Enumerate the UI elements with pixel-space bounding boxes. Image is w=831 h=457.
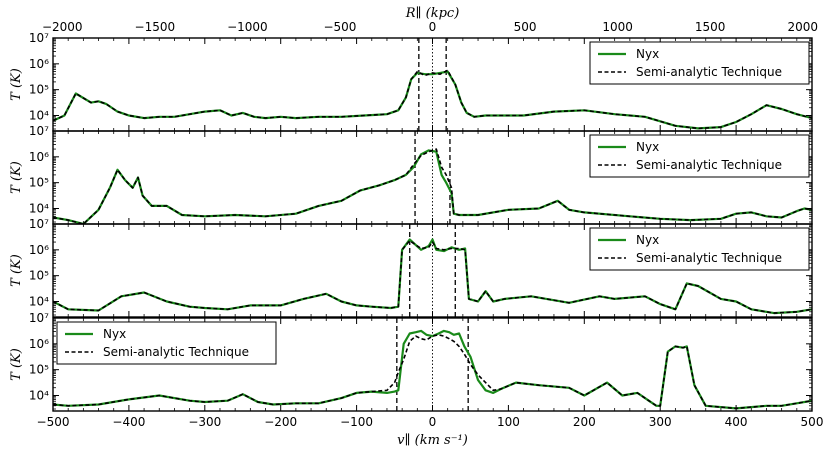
y-tick-label: 10⁴ (29, 295, 49, 309)
y-tick-label: 10⁴ (29, 202, 49, 216)
top-tick-label: 1000 (602, 20, 633, 34)
legend-label-semi: Semi-analytic Technique (103, 345, 249, 359)
x-tick-label: −400 (112, 415, 145, 429)
x-tick-label: 500 (801, 415, 824, 429)
y-tick-label: 10⁴ (29, 109, 49, 123)
x-tick-label: 300 (649, 415, 672, 429)
y-tick-label: 10⁷ (29, 217, 49, 231)
legend: Nyx Semi-analytic Technique (589, 41, 810, 85)
top-tick-label: 2000 (787, 20, 818, 34)
top-axis-label: R∥ (kpc) (405, 6, 460, 21)
panel-1: 10⁴ 10⁵ 10⁶ 10⁷ T (K) Nyx Semi-analytic Techni… (9, 31, 813, 132)
legend-label-nyx: Nyx (103, 327, 126, 341)
series-semi-analytic (53, 69, 812, 130)
top-tick-label: 0 (429, 20, 437, 34)
x-axis-label: v∥ (km s⁻¹) (397, 433, 468, 448)
y-tick-label: 10⁵ (29, 363, 49, 377)
legend-label-nyx: Nyx (636, 233, 659, 247)
x-tick-label: −200 (264, 415, 297, 429)
y-tick-label: 10⁶ (29, 150, 49, 164)
legend-box (56, 321, 277, 365)
y-tick-label: 10⁷ (29, 124, 49, 138)
x-tick-label: −300 (188, 415, 221, 429)
legend: Nyx Semi-analytic Technique (56, 321, 277, 365)
legend-label-nyx: Nyx (636, 47, 659, 61)
y-tick-label: 10⁵ (29, 83, 49, 97)
legend-box (589, 41, 810, 85)
legend-box (589, 227, 810, 271)
x-tick-label: −100 (340, 415, 373, 429)
legend-label-semi: Semi-analytic Technique (636, 158, 782, 172)
panel-2: 10⁴ 10⁵ 10⁶ 10⁷ T (K) Nyx Semi-analytic Techni… (9, 124, 813, 225)
y-axis-label: T (K) (9, 348, 24, 381)
y-tick-label: 10⁶ (29, 243, 49, 257)
top-tick-label: 500 (514, 20, 537, 34)
y-tick-label: 10⁶ (29, 337, 49, 351)
series-semi-analytic (53, 240, 812, 314)
top-tick-label: −1000 (227, 20, 268, 34)
x-tick-label: 200 (573, 415, 596, 429)
y-tick-label: 10⁷ (29, 31, 49, 45)
legend: Nyx Semi-analytic Technique (589, 227, 810, 271)
legend-box (589, 134, 810, 178)
legend-label-nyx: Nyx (636, 140, 659, 154)
y-axis-label: T (K) (9, 68, 24, 101)
legend-label-semi: Semi-analytic Technique (636, 251, 782, 265)
y-tick-label: 10⁵ (29, 269, 49, 283)
top-tick-label: −500 (323, 20, 356, 34)
series-semi-analytic (53, 333, 812, 410)
y-tick-label: 10⁶ (29, 57, 49, 71)
top-tick-label: 1500 (695, 20, 726, 34)
y-axis-label: T (K) (9, 161, 24, 194)
x-tick-label: 100 (497, 415, 520, 429)
x-tick-label: −500 (37, 415, 70, 429)
x-tick-label: 0 (429, 415, 437, 429)
y-tick-label: 10⁷ (29, 311, 49, 325)
y-axis-label: T (K) (9, 254, 24, 287)
y-tick-label: 10⁵ (29, 176, 49, 190)
y-tick-label: 10⁴ (29, 389, 49, 403)
top-tick-label: −2000 (42, 20, 83, 34)
series-semi-analytic (53, 148, 812, 224)
panel-3: 10⁴ 10⁵ 10⁶ 10⁷ T (K) Nyx Semi-analytic Techni… (9, 217, 813, 318)
top-tick-label: −1500 (135, 20, 176, 34)
panel-4: 10⁴ 10⁵ 10⁶ 10⁷ T (K) Nyx Semi-analytic Techni… (9, 311, 813, 412)
legend-label-semi: Semi-analytic Technique (636, 65, 782, 79)
legend: Nyx Semi-analytic Technique (589, 134, 810, 178)
x-tick-label: 400 (725, 415, 748, 429)
